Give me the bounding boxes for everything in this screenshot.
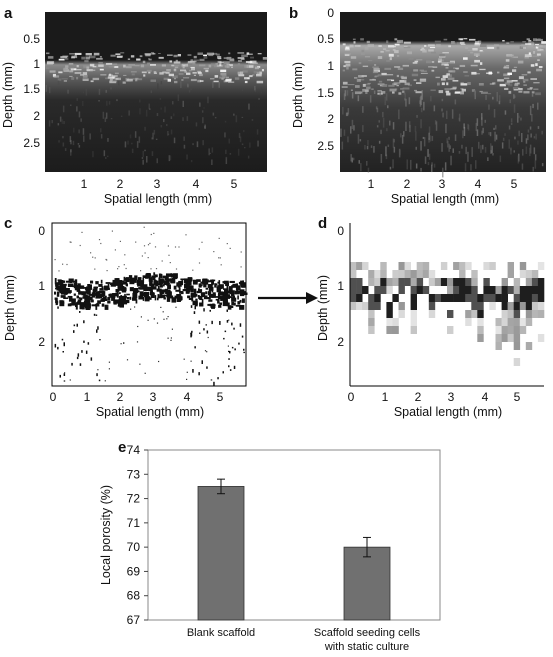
bar-chart-ytick-label: 74 — [127, 443, 141, 457]
panel-b-ylabel: Depth (mm) — [291, 62, 305, 128]
panel-d-xtick: 4 — [482, 390, 489, 404]
panel-b-xlabel: Spatial length (mm) — [391, 192, 499, 206]
panel-label-e: e — [118, 439, 126, 456]
bar-chart-ytick-label: 70 — [127, 540, 141, 554]
panel-d-xtick: 2 — [415, 390, 422, 404]
panel-c-ylabel: Depth (mm) — [3, 275, 17, 341]
bar-chart-categories: Blank scaffold Scaffold seeding cells with… — [187, 627, 421, 653]
panel-d-ytick: 1 — [337, 279, 344, 293]
panel-d-xtick: 5 — [514, 390, 521, 404]
bar-1 — [197, 486, 245, 621]
panel-label-b: b — [289, 5, 298, 22]
panel-label-d: d — [318, 215, 327, 232]
panel-a-ytick: 1.5 — [23, 82, 40, 96]
panel-a-xtick: 5 — [231, 177, 238, 191]
panel-b-xtick: 5 — [511, 177, 518, 191]
bar-chart-ytick-label: 73 — [127, 467, 141, 481]
panel-a: a 0.5 1 1.5 2 2.5 Depth (mm) 1 2 3 4 5 S… — [1, 5, 269, 206]
panel-a-texture — [45, 52, 269, 165]
bar-chart-category-label: with static culture — [324, 641, 409, 653]
panel-d-block-map — [350, 262, 545, 366]
bar-chart-bars — [197, 478, 391, 621]
panel-c-xtick: 1 — [84, 390, 91, 404]
panel-b-xtick: 1 — [368, 177, 375, 191]
panel-d-xtick: 3 — [448, 390, 455, 404]
panel-b-ytick: 2.5 — [317, 139, 334, 153]
panel-a-ytick: 2.5 — [23, 136, 40, 150]
panel-d-ylabel: Depth (mm) — [316, 275, 330, 341]
panel-d-xtick: 1 — [382, 390, 389, 404]
bar-chart-ytick-label: 69 — [127, 564, 141, 578]
panel-b: b 0 0.5 1 1.5 2 2.5 Depth (mm) 1 2 3 4 5… — [289, 5, 547, 206]
panel-d-xtick: 0 — [348, 390, 355, 404]
panel-d: d 0 1 2 Depth (mm) 0 1 2 3 4 5 Spatial l… — [316, 215, 545, 419]
panel-d-ytick: 0 — [337, 224, 344, 238]
panel-b-ytick: 1.5 — [317, 86, 334, 100]
panel-c-xtick: 4 — [184, 390, 191, 404]
panel-a-ytick: 1 — [33, 57, 40, 71]
bar-chart-ytick-label: 67 — [127, 613, 141, 627]
panel-c-binary-texture — [54, 226, 248, 386]
bar-chart-ytick-label: 68 — [127, 589, 141, 603]
panel-b-xtick: 2 — [404, 177, 411, 191]
panel-a-xtick: 2 — [117, 177, 124, 191]
bar-chart-ytick-label: 72 — [127, 492, 141, 506]
bar-chart-ytick-label: 71 — [127, 516, 141, 530]
panel-b-texture — [340, 38, 547, 178]
panel-c: c 0 1 2 Depth (mm) 0 1 2 3 4 5 Spatial l… — [3, 215, 248, 419]
panel-b-xtick: 4 — [475, 177, 482, 191]
panel-c-xtick: 2 — [117, 390, 124, 404]
panel-a-xlabel: Spatial length (mm) — [104, 192, 212, 206]
panel-a-ytick: 2 — [33, 109, 40, 123]
panel-b-ytick: 1 — [327, 59, 334, 73]
panel-c-ytick: 0 — [38, 224, 45, 238]
bar-2 — [343, 546, 391, 621]
panel-label-c: c — [4, 215, 12, 232]
panel-b-ytick: 0.5 — [317, 32, 334, 46]
panel-e: e Local porosity (%) 67 68 69 70 71 72 73 74 Bl… — [99, 439, 441, 653]
panel-a-scaffold-band — [45, 12, 267, 172]
panel-c-xtick: 0 — [50, 390, 57, 404]
bar-chart-category-label: Scaffold seeding cells — [314, 627, 421, 639]
panel-c-xlabel: Spatial length (mm) — [96, 405, 204, 419]
bar-chart-ylabel: Local porosity (%) — [99, 485, 113, 585]
panel-c-xtick: 5 — [217, 390, 224, 404]
panel-a-xtick: 3 — [154, 177, 161, 191]
panel-c-xtick: 3 — [150, 390, 157, 404]
panel-d-xlabel: Spatial length (mm) — [394, 405, 502, 419]
bar-chart-category-label: Blank scaffold — [187, 627, 255, 639]
panel-b-ytick: 2 — [327, 112, 334, 126]
panel-b-xtick: 3 — [439, 177, 446, 191]
panel-a-xtick: 1 — [81, 177, 88, 191]
panel-a-xtick: 4 — [193, 177, 200, 191]
panel-label-a: a — [4, 5, 13, 22]
bar-chart-yaxis: 67 68 69 70 71 72 73 74 — [127, 443, 148, 627]
panel-a-ylabel: Depth (mm) — [1, 62, 15, 128]
bar-chart-plot-area — [147, 449, 441, 621]
arrow-c-to-d — [258, 292, 318, 304]
panel-d-ytick: 2 — [337, 335, 344, 349]
panel-c-ytick: 1 — [38, 279, 45, 293]
panel-c-ytick: 2 — [38, 335, 45, 349]
panel-a-ytick: 0.5 — [23, 32, 40, 46]
panel-b-ytick: 0 — [327, 6, 334, 20]
